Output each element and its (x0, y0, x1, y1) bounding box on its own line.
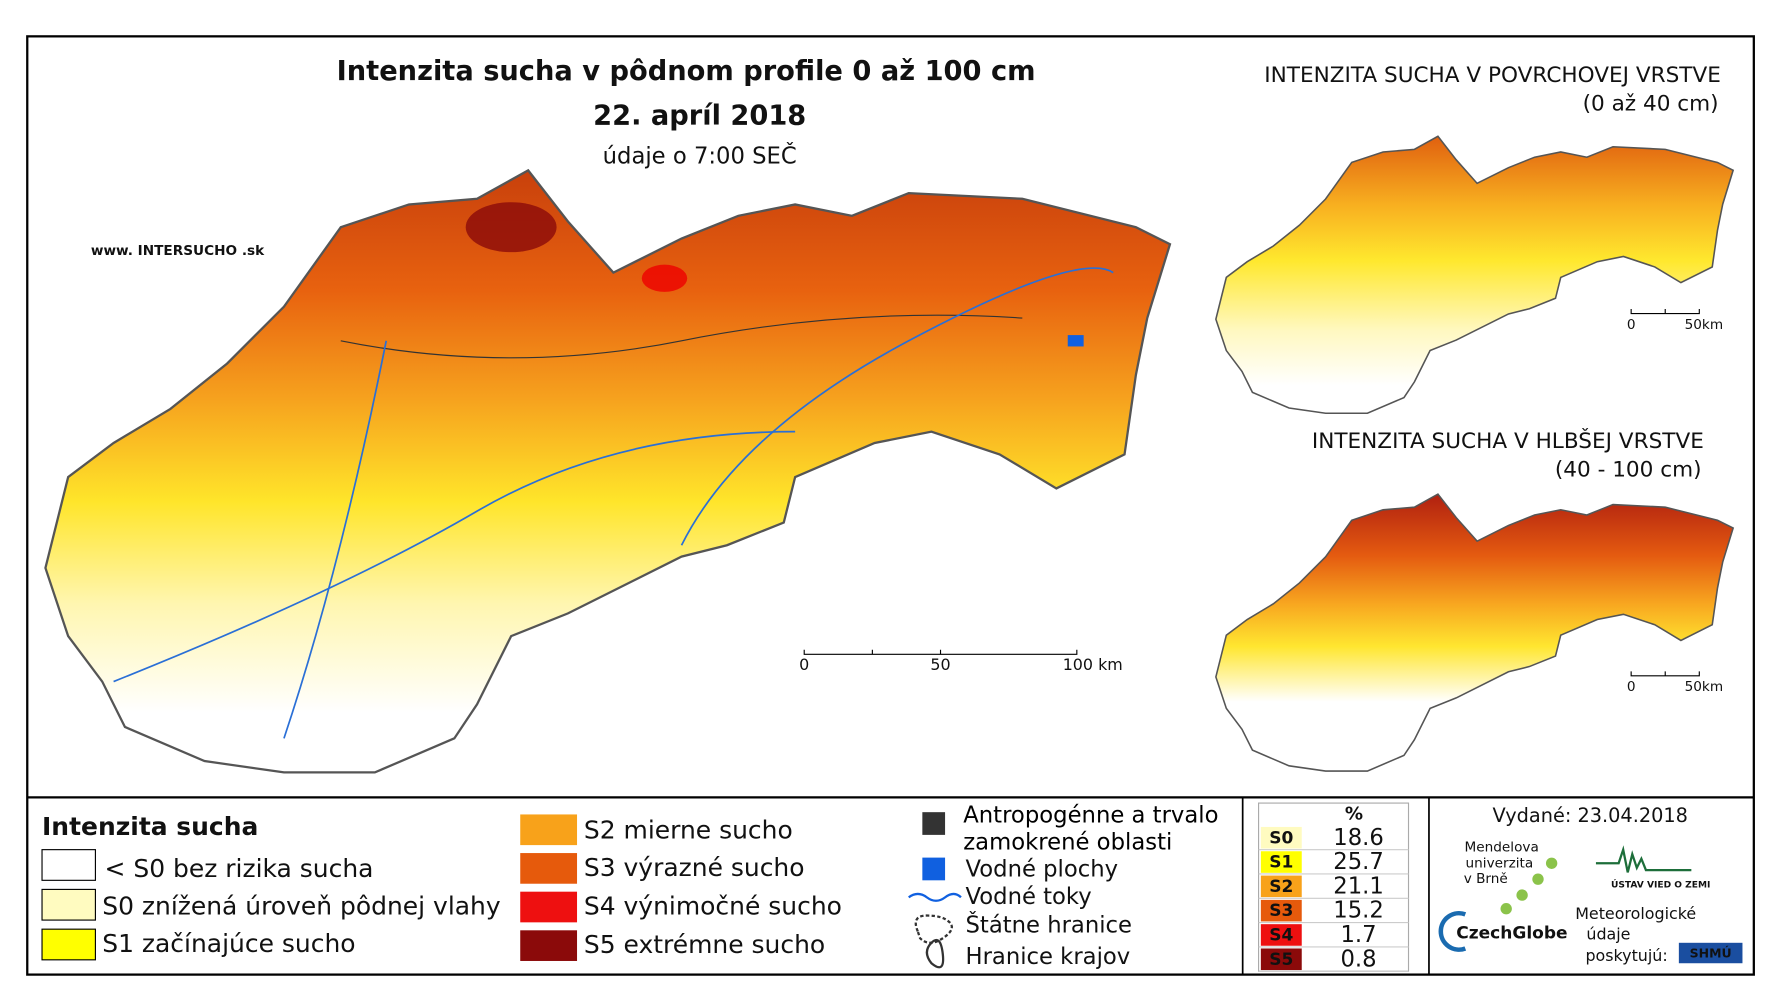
legend-item: Antropogénne a trvalo zamokrené oblasti (963, 800, 1219, 856)
scale-label: 0 (1627, 679, 1636, 695)
class-code: S4 (1269, 926, 1293, 946)
legend-title: Intenzita sucha (42, 812, 258, 841)
logo-text: ÚSTAV VIED O ZEMI (1611, 878, 1710, 890)
class-code: S0 (1269, 828, 1293, 848)
percent-table: % S0 18.6 S1 25.7 S2 21.1 S3 15.2 S4 1.7 S5 0.8 (1241, 797, 1430, 975)
legend-item: Hranice krajov (966, 944, 1131, 970)
legend-item: S2 mierne sucho (584, 815, 793, 844)
legend-item: S0 znížená úroveň pôdnej vlahy (102, 892, 501, 921)
main-scale-bar: 0 50 100 km (799, 649, 1123, 674)
class-code: S2 (1269, 877, 1293, 897)
class-code: S1 (1269, 853, 1293, 873)
inset-subtitle: (0 až 40 cm) (1583, 92, 1719, 117)
logo-text: univerzita (1466, 855, 1534, 871)
legend-item: S1 začínajúce sucho (102, 929, 355, 958)
title: Intenzita sucha v pôdnom profile 0 až 10… (337, 56, 1036, 87)
scale-label: 50 (930, 655, 950, 674)
legend-item: Vodné toky (966, 884, 1092, 910)
scale-label: 50km (1685, 317, 1724, 333)
inset-subtitle: (40 - 100 cm) (1555, 457, 1702, 482)
class-percent: 18.6 (1333, 825, 1384, 851)
logo-text: v Brně (1464, 871, 1508, 887)
logo-text: CzechGlobe (1456, 924, 1567, 944)
legend: Intenzita sucha < S0 bez rizika sucha S0… (41, 800, 1219, 970)
class-swatch (1260, 875, 1302, 898)
data-time: údaje o 7:00 SEČ (603, 141, 797, 169)
class-swatch (1260, 851, 1302, 873)
legend-item: < S0 bez rizika sucha (105, 854, 374, 883)
class-percent: 21.1 (1333, 873, 1384, 899)
legend-item: Štátne hranice (966, 910, 1132, 938)
class-code: S5 (1269, 950, 1293, 970)
legend-item: S4 výnimočné sucho (584, 892, 842, 921)
logo-text: Mendelova (1464, 839, 1538, 855)
legend-item-text: Antropogénne a trvalo zamokrené oblasti (963, 800, 1219, 856)
legend-item: S3 výrazné sucho (584, 853, 805, 882)
website: www. INTERSUCHO .sk (91, 243, 265, 259)
main-map (44, 169, 1172, 774)
class-percent: 25.7 (1333, 849, 1384, 875)
issued: Vydané: 23.04.2018 (1493, 804, 1688, 827)
inset-title: INTENZITA SUCHA V POVRCHOVEJ VRSTVE (1264, 63, 1721, 88)
logo-text: Meteorologické (1575, 904, 1696, 923)
legend-item: S5 extrémne sucho (584, 930, 825, 959)
logo-text: údaje (1586, 924, 1630, 943)
class-percent: 1.7 (1340, 922, 1376, 948)
logo-text: SHMÚ (1690, 946, 1732, 961)
deep-inset: INTENZITA SUCHA V HLBŠEJ VRSTVE (40 - 10… (1215, 428, 1734, 772)
class-swatch (1260, 924, 1302, 946)
legend-item: Vodné plochy (966, 857, 1119, 883)
credits: Vydané: 23.04.2018 Mendelova univerzita … (1438, 804, 1743, 965)
class-swatch (1260, 899, 1302, 922)
scale-label: 50km (1685, 679, 1724, 695)
inset-title: INTENZITA SUCHA V HLBŠEJ VRSTVE (1312, 428, 1704, 454)
date: 22. apríl 2018 (593, 100, 806, 131)
class-swatch (1260, 826, 1302, 849)
scale-label: 100 km (1063, 655, 1123, 674)
table-header: % (1345, 803, 1363, 824)
logo-text: poskytujú: (1585, 946, 1667, 965)
scale-label: 0 (799, 655, 809, 674)
class-percent: 15.2 (1333, 898, 1384, 924)
class-swatch (1260, 948, 1302, 971)
class-code: S3 (1269, 901, 1293, 921)
surface-inset: INTENZITA SUCHA V POVRCHOVEJ VRSTVE (0 a… (1215, 63, 1734, 415)
scale-label: 0 (1627, 317, 1636, 333)
class-percent: 0.8 (1340, 946, 1376, 972)
